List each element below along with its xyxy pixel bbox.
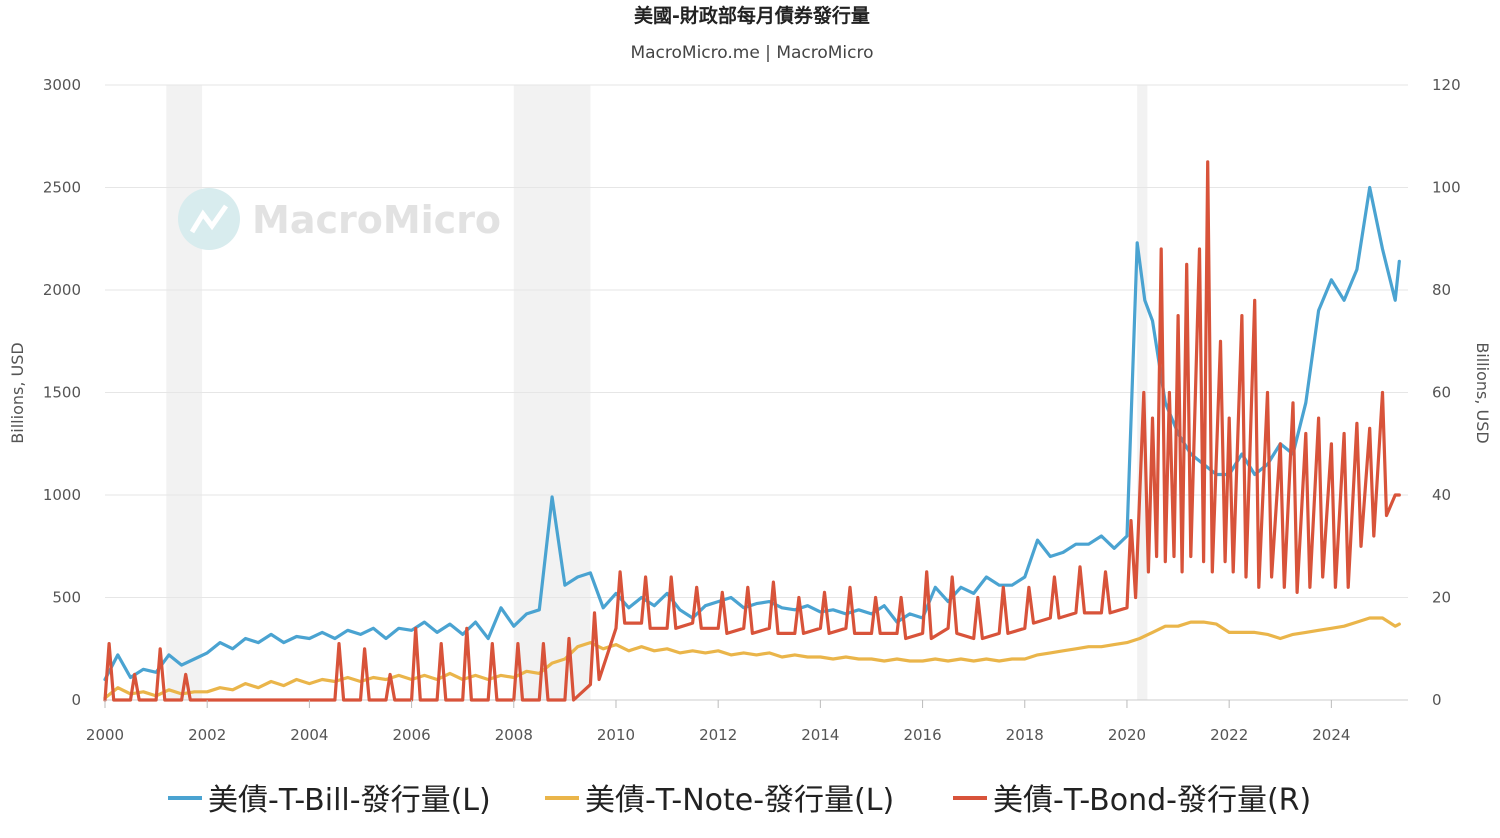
x-tick-label: 2006 xyxy=(392,726,430,744)
watermark-text: MacroMicro xyxy=(252,198,501,242)
y-left-tick-label: 1000 xyxy=(43,486,81,504)
series-line-tbond xyxy=(103,160,1401,702)
x-tick-label: 2010 xyxy=(597,726,635,744)
y-right-tick-label: 80 xyxy=(1432,281,1451,299)
x-tick-label: 2000 xyxy=(86,726,124,744)
y-left-tick-label: 2000 xyxy=(43,281,81,299)
y-right-tick-label: 100 xyxy=(1432,179,1461,197)
watermark-logo-mark xyxy=(189,204,229,234)
y-right-tick-label: 40 xyxy=(1432,486,1451,504)
x-axis: 2000 2002 2004 2006 2008 2010 2012 2014 2016 2018… xyxy=(86,700,1350,744)
y-right-tick-label: 20 xyxy=(1432,589,1451,607)
legend-label-tbond: 美債-T-Bond-發行量(R) xyxy=(993,783,1311,818)
x-tick-label: 2004 xyxy=(290,726,328,744)
gridlines xyxy=(105,84,1408,701)
y-axis-right-title: Billions, USD xyxy=(1473,342,1492,443)
watermark: MacroMicro xyxy=(178,188,501,250)
y-axis-left: 0 500 1000 1500 2000 2500 3000 xyxy=(43,76,81,709)
y-left-tick-label: 0 xyxy=(71,691,81,709)
x-tick-label: 2002 xyxy=(188,726,226,744)
y-left-tick-label: 500 xyxy=(52,589,81,607)
x-tick-label: 2008 xyxy=(495,726,533,744)
x-tick-label: 2022 xyxy=(1210,726,1248,744)
y-axis-left-title: Billions, USD xyxy=(8,342,27,443)
legend: 美債-T-Bill-發行量(L) 美債-T-Note-發行量(L) 美債-T-Bon… xyxy=(168,783,1311,818)
chart-title: 美國-財政部每月債券發行量 xyxy=(634,4,870,27)
y-right-tick-label: 60 xyxy=(1432,384,1451,402)
x-tick-label: 2014 xyxy=(801,726,839,744)
x-tick-label: 2018 xyxy=(1006,726,1044,744)
x-tick-label: 2020 xyxy=(1108,726,1146,744)
y-left-tick-label: 3000 xyxy=(43,76,81,94)
y-left-tick-label: 2500 xyxy=(43,179,81,197)
chart-subtitle: MacroMicro.me | MacroMicro xyxy=(630,43,873,63)
y-axis-right: 0 20 40 60 80 100 120 xyxy=(1432,76,1461,709)
x-tick-label: 2024 xyxy=(1312,726,1350,744)
x-tick-label: 2012 xyxy=(699,726,737,744)
x-tick-label: 2016 xyxy=(903,726,941,744)
legend-label-tbill: 美債-T-Bill-發行量(L) xyxy=(208,783,491,818)
series-line-tnote xyxy=(103,616,1401,700)
y-right-tick-label: 0 xyxy=(1432,691,1442,709)
legend-label-tnote: 美債-T-Note-發行量(L) xyxy=(585,783,894,818)
series-lines xyxy=(103,160,1401,702)
y-right-tick-label: 120 xyxy=(1432,76,1461,94)
y-left-tick-label: 1500 xyxy=(43,384,81,402)
